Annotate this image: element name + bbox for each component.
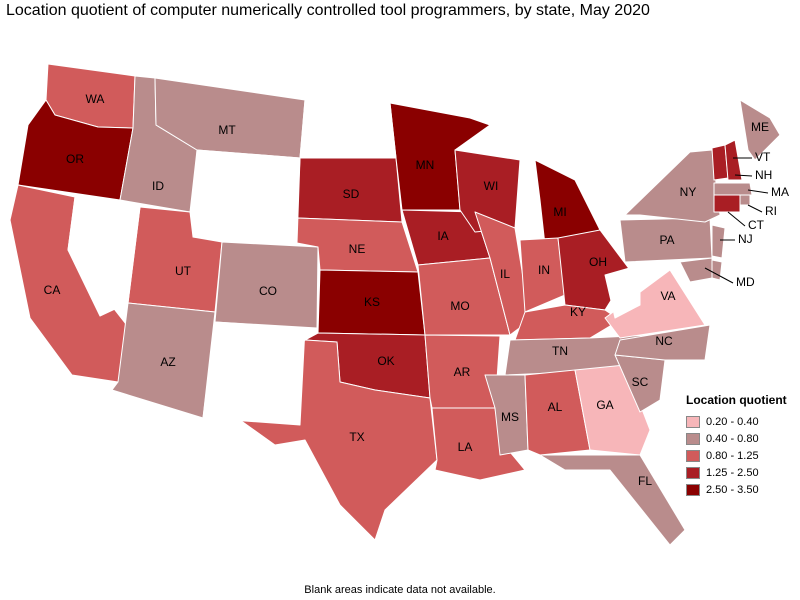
state-label-pa: PA (659, 233, 674, 247)
state-nm (202, 321, 306, 426)
state-label-ne: NE (349, 242, 366, 256)
state-de (711, 259, 723, 281)
state-label-ms: MS (501, 410, 519, 424)
legend-row: 2.50 - 3.50 (686, 481, 787, 498)
state-label-nh: NH (755, 168, 772, 182)
state-me (739, 99, 781, 161)
state-az (111, 302, 216, 419)
state-label-nc: NC (655, 334, 673, 348)
callout-line-md (704, 267, 734, 284)
state-label-ga: GA (596, 398, 613, 412)
state-label-wi: WI (484, 179, 499, 193)
state-nc (614, 324, 711, 361)
state-wv (604, 264, 641, 319)
state-label-ct: CT (748, 218, 765, 232)
state-label-sd: SD (343, 187, 360, 201)
legend-swatch (686, 466, 700, 479)
state-nv (67, 196, 141, 317)
state-ma (713, 182, 753, 196)
state-ky (514, 304, 621, 341)
state-label-ut: UT (175, 264, 192, 278)
callout-line-ct (727, 211, 746, 227)
state-label-ny: NY (680, 185, 697, 199)
state-label-va: VA (660, 289, 675, 303)
state-label-ia: IA (437, 229, 448, 243)
legend: Location quotient 0.20 - 0.40 0.40 - 0.8… (686, 393, 787, 498)
state-ny (624, 149, 721, 223)
legend-label: 0.80 - 1.25 (706, 449, 759, 462)
state-label-tx: TX (349, 430, 364, 444)
state-label-mo: MO (450, 299, 469, 313)
state-label-mt: MT (218, 123, 236, 137)
state-label-ma: MA (771, 185, 789, 199)
callout-line-ma (747, 189, 769, 194)
state-label-ri: RI (765, 204, 777, 218)
map-title: Location quotient of computer numericall… (6, 2, 650, 19)
callout-line-ri (747, 204, 763, 213)
state-label-il: IL (500, 267, 510, 281)
state-label-co: CO (259, 284, 277, 298)
state-label-in: IN (538, 263, 550, 277)
state-label-vt: VT (755, 150, 771, 164)
state-label-al: AL (548, 400, 563, 414)
state-label-oh: OH (589, 255, 607, 269)
legend-swatch (686, 483, 700, 496)
state-ms (484, 374, 529, 456)
state-label-wa: WA (86, 92, 105, 106)
legend-row: 0.80 - 1.25 (686, 447, 787, 464)
state-label-az: AZ (160, 355, 175, 369)
state-label-ks: KS (364, 295, 380, 309)
state-ct (713, 194, 741, 213)
state-co (214, 241, 319, 329)
legend-label: 0.20 - 0.40 (706, 415, 759, 428)
state-label-me: ME (751, 120, 769, 134)
legend-title: Location quotient (686, 393, 787, 407)
state-label-or: OR (66, 152, 84, 166)
callout-line-nh (734, 174, 753, 177)
state-hi (159, 479, 241, 546)
state-label-fl: FL (638, 474, 652, 488)
state-label-id: ID (152, 179, 164, 193)
state-label-ca: CA (44, 283, 61, 297)
state-ri (739, 194, 751, 206)
legend-label: 2.50 - 3.50 (706, 483, 759, 496)
legend-swatch (686, 415, 700, 428)
state-wy (192, 149, 301, 244)
state-nd (299, 99, 397, 159)
state-label-mi: MI (553, 205, 566, 219)
state-label-sc: SC (632, 375, 649, 389)
legend-row: 1.25 - 2.50 (686, 464, 787, 481)
state-label-la: LA (458, 440, 473, 454)
state-md (679, 257, 713, 283)
legend-label: 0.40 - 0.80 (706, 432, 759, 445)
state-label-ok: OK (377, 354, 394, 368)
state-label-mn: MN (416, 158, 435, 172)
state-label-ky: KY (570, 305, 586, 319)
footnote: Blank areas indicate data not available. (304, 584, 496, 596)
state-al (524, 369, 591, 456)
legend-row: 0.20 - 0.40 (686, 413, 787, 430)
state-label-nj: NJ (738, 232, 753, 246)
state-label-md: MD (736, 275, 755, 289)
state-label-ar: AR (454, 365, 471, 379)
legend-swatch (686, 432, 700, 445)
state-nh (724, 139, 743, 181)
state-nj (711, 224, 726, 259)
state-va (604, 269, 706, 339)
legend-label: 1.25 - 2.50 (706, 466, 759, 479)
state-label-tn: TN (552, 344, 568, 358)
legend-row: 0.40 - 0.80 (686, 430, 787, 447)
legend-swatch (686, 449, 700, 462)
state-fl (539, 454, 686, 546)
state-ak (9, 409, 169, 531)
